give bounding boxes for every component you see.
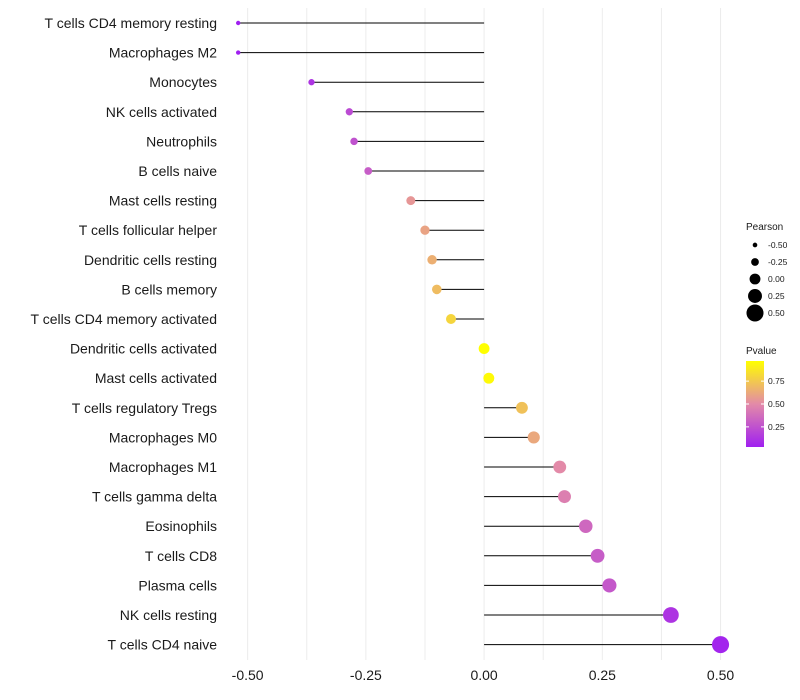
category-label: T cells CD4 memory activated [31,311,217,327]
x-tick-label: -0.50 [232,667,264,683]
lollipop-dot [308,79,315,86]
pearson-legend-label: -0.25 [768,257,788,267]
category-label: Plasma cells [138,577,217,593]
category-label: Monocytes [149,74,217,90]
lollipop-dot [516,401,528,414]
category-label: B cells memory [121,281,217,297]
category-label: Macrophages M1 [109,459,217,475]
category-labels: T cells CD4 memory resting Macrophages M2… [31,15,218,653]
category-label: Eosinophils [145,518,217,534]
x-tick-label: 0.00 [470,667,497,683]
pvalue-legend-label: 0.25 [768,422,785,432]
category-label: Neutrophils [146,133,217,149]
grid-layer [247,8,722,660]
category-label: Macrophages M2 [109,45,217,61]
pvalue-legend-label: 0.50 [768,399,785,409]
dot-layer [235,20,730,654]
lollipop-dot [427,255,437,265]
lollipop-dot [483,372,495,384]
pearson-legend-label: 0.00 [768,274,785,284]
x-tick-labels: -0.50 -0.25 0.00 0.25 0.50 [232,667,735,683]
pearson-legend-key [748,289,762,303]
lollipop-dot [478,343,490,355]
pvalue-legend-label: 0.75 [768,376,785,386]
category-label: Dendritic cells activated [70,341,217,357]
lollipop-dot [590,548,605,563]
lollipop-dot [712,636,730,654]
category-label: Macrophages M0 [109,429,217,445]
lollipop-dot [235,50,241,55]
lollipop-dot [420,225,430,235]
pvalue-legend-title: Pvalue [746,346,777,357]
x-tick-label: 0.50 [707,667,734,683]
category-label: Mast cells activated [95,370,217,386]
lollipop-dot [406,196,416,206]
category-label: T cells CD8 [145,548,217,564]
lollipop-dot [558,490,571,504]
pearson-legend-key [752,242,758,248]
category-label: B cells naive [138,163,217,179]
x-tick-label: 0.25 [589,667,616,683]
pearson-legend-label: 0.25 [768,291,785,301]
category-label: T cells CD4 naive [108,637,218,653]
lollipop-dot [663,607,679,623]
category-label: Mast cells resting [109,193,217,209]
pvalue-colorbar [746,361,764,447]
pearson-legend-label: 0.50 [768,308,785,318]
pearson-legend: Pearson -0.50 -0.25 0.00 0.25 0.50 [746,222,788,322]
lollipop-dot [350,137,358,146]
lollipop-dot [553,460,567,474]
lollipop-dot [431,284,442,295]
category-label: T cells follicular helper [79,222,218,238]
lollipop-dot [446,314,456,324]
category-label: NK cells resting [120,607,217,623]
category-label: NK cells activated [106,104,217,120]
pvalue-legend: Pvalue 0.25 0.50 0.75 [746,346,785,447]
lollipop-dot [527,431,540,444]
category-label: Dendritic cells resting [84,252,217,268]
lollipop-dot [364,167,373,175]
lollipop-dot [602,578,617,593]
pearson-legend-key [751,258,759,266]
lollipop-dot [345,108,353,116]
lollipop-dot [579,519,593,533]
pearson-legend-key [749,273,761,285]
pearson-legend-title: Pearson [746,222,783,233]
pearson-legend-label: -0.50 [768,240,788,250]
category-label: T cells gamma delta [92,489,217,505]
x-tick-label: -0.25 [350,667,382,683]
stem-layer [238,22,721,646]
category-label: T cells CD4 memory resting [45,15,217,31]
pearson-legend-key [746,304,764,322]
lollipop-dot [235,20,241,26]
category-label: T cells regulatory Tregs [72,400,217,416]
